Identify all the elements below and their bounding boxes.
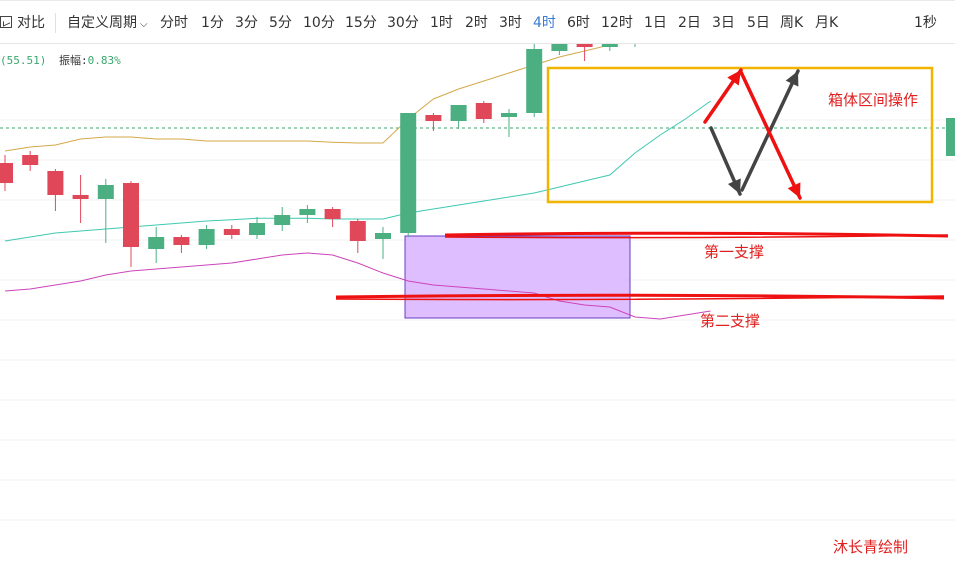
arrow-down-2-shaft — [739, 70, 802, 200]
candle-body-16 — [400, 113, 417, 233]
watermark: 沐长青绘制 — [833, 538, 909, 556]
period-6[interactable]: 30分 — [387, 15, 419, 31]
candle-body-21 — [526, 49, 543, 113]
compare-icon[interactable] — [0, 16, 12, 28]
arrow-up-1-head — [727, 70, 741, 86]
arrow-up-2-head — [785, 71, 799, 87]
candle-body-10 — [249, 223, 265, 235]
candle-body-14 — [349, 221, 366, 241]
custom-period-dropdown[interactable]: 自定义周期 ⌵ — [67, 13, 148, 33]
period-17[interactable]: 周K — [780, 15, 804, 31]
period-2[interactable]: 3分 — [235, 15, 258, 31]
candle-body-3 — [72, 195, 89, 199]
candle-body-5 — [123, 183, 139, 247]
candle-body-23 — [576, 44, 593, 47]
annotation-box-range: 箱体区间操作 — [828, 91, 919, 109]
candle-body-1 — [22, 155, 39, 165]
candlestick-chart[interactable]: 11489 → — [0, 44, 955, 567]
candle-body-6 — [148, 237, 165, 249]
toolbar-divider — [55, 13, 56, 33]
candle-body-12 — [299, 209, 316, 215]
annotation-second-support: 第二支撑 — [700, 312, 761, 330]
candle-body-17 — [425, 115, 442, 121]
amplitude-label: 振幅: — [58, 54, 88, 67]
candle-body-22 — [551, 44, 568, 51]
candle-body-2 — [47, 171, 64, 195]
first-support-line — [444, 231, 949, 238]
period-10[interactable]: 4时 — [533, 15, 556, 31]
toolbar: 对比 自定义周期 ⌵ 分时 1分 3分 5分 10分 15分 30分 1时 2时 3时 4时 6时 12时… — [0, 0, 955, 44]
candle-body-0 — [0, 163, 13, 183]
consolidation-box — [404, 235, 631, 319]
compare-button[interactable]: 对比 — [17, 15, 45, 31]
candle-body-11 — [274, 215, 291, 225]
candle-body-13 — [324, 209, 341, 219]
candle-body-7 — [173, 237, 190, 245]
period-14[interactable]: 2日 — [678, 15, 701, 31]
custom-period-label: 自定义周期 — [67, 15, 137, 31]
period-11[interactable]: 6时 — [567, 15, 590, 31]
period-5[interactable]: 15分 — [345, 15, 377, 31]
amplitude-value: 0.83% — [87, 54, 121, 67]
info-bar: (55.51) 振幅:0.83% — [0, 52, 121, 70]
arrow-down-1-head — [727, 178, 741, 194]
period-7[interactable]: 1时 — [430, 15, 453, 31]
second-support-line-2 — [335, 295, 945, 301]
bottom-band-line — [4, 252, 711, 320]
period-15[interactable]: 3日 — [712, 15, 735, 31]
period-18[interactable]: 月K — [815, 15, 839, 31]
candle-body-8 — [198, 229, 215, 245]
candle-body-9 — [223, 229, 240, 235]
annotation-first-support: 第一支撑 — [704, 243, 765, 261]
candle-body-19 — [475, 103, 492, 119]
period-4[interactable]: 10分 — [303, 15, 335, 31]
period-3[interactable]: 5分 — [269, 15, 292, 31]
period-13[interactable]: 1日 — [644, 15, 667, 31]
edge-candle — [946, 118, 955, 156]
period-1[interactable]: 1分 — [201, 15, 224, 31]
range-box — [546, 66, 934, 204]
chevron-down-icon: ⌵ — [140, 19, 148, 30]
candle-body-24 — [601, 44, 618, 47]
refresh-interval[interactable]: 1秒 — [914, 15, 937, 31]
first-support-line-2 — [444, 234, 949, 239]
period-16[interactable]: 5日 — [747, 15, 770, 31]
period-9[interactable]: 3时 — [499, 15, 522, 31]
period-8[interactable]: 2时 — [465, 15, 488, 31]
arrow-down-2-head — [787, 182, 801, 198]
mid-band-line — [4, 44, 611, 152]
period-0[interactable]: 分时 — [160, 15, 188, 31]
candle-body-4 — [97, 185, 114, 199]
period-12[interactable]: 12时 — [601, 15, 633, 31]
indicator-value: (55.51) — [0, 54, 47, 67]
candle-body-18 — [450, 105, 467, 121]
candle-body-20 — [501, 113, 517, 117]
candle-body-15 — [375, 233, 391, 239]
